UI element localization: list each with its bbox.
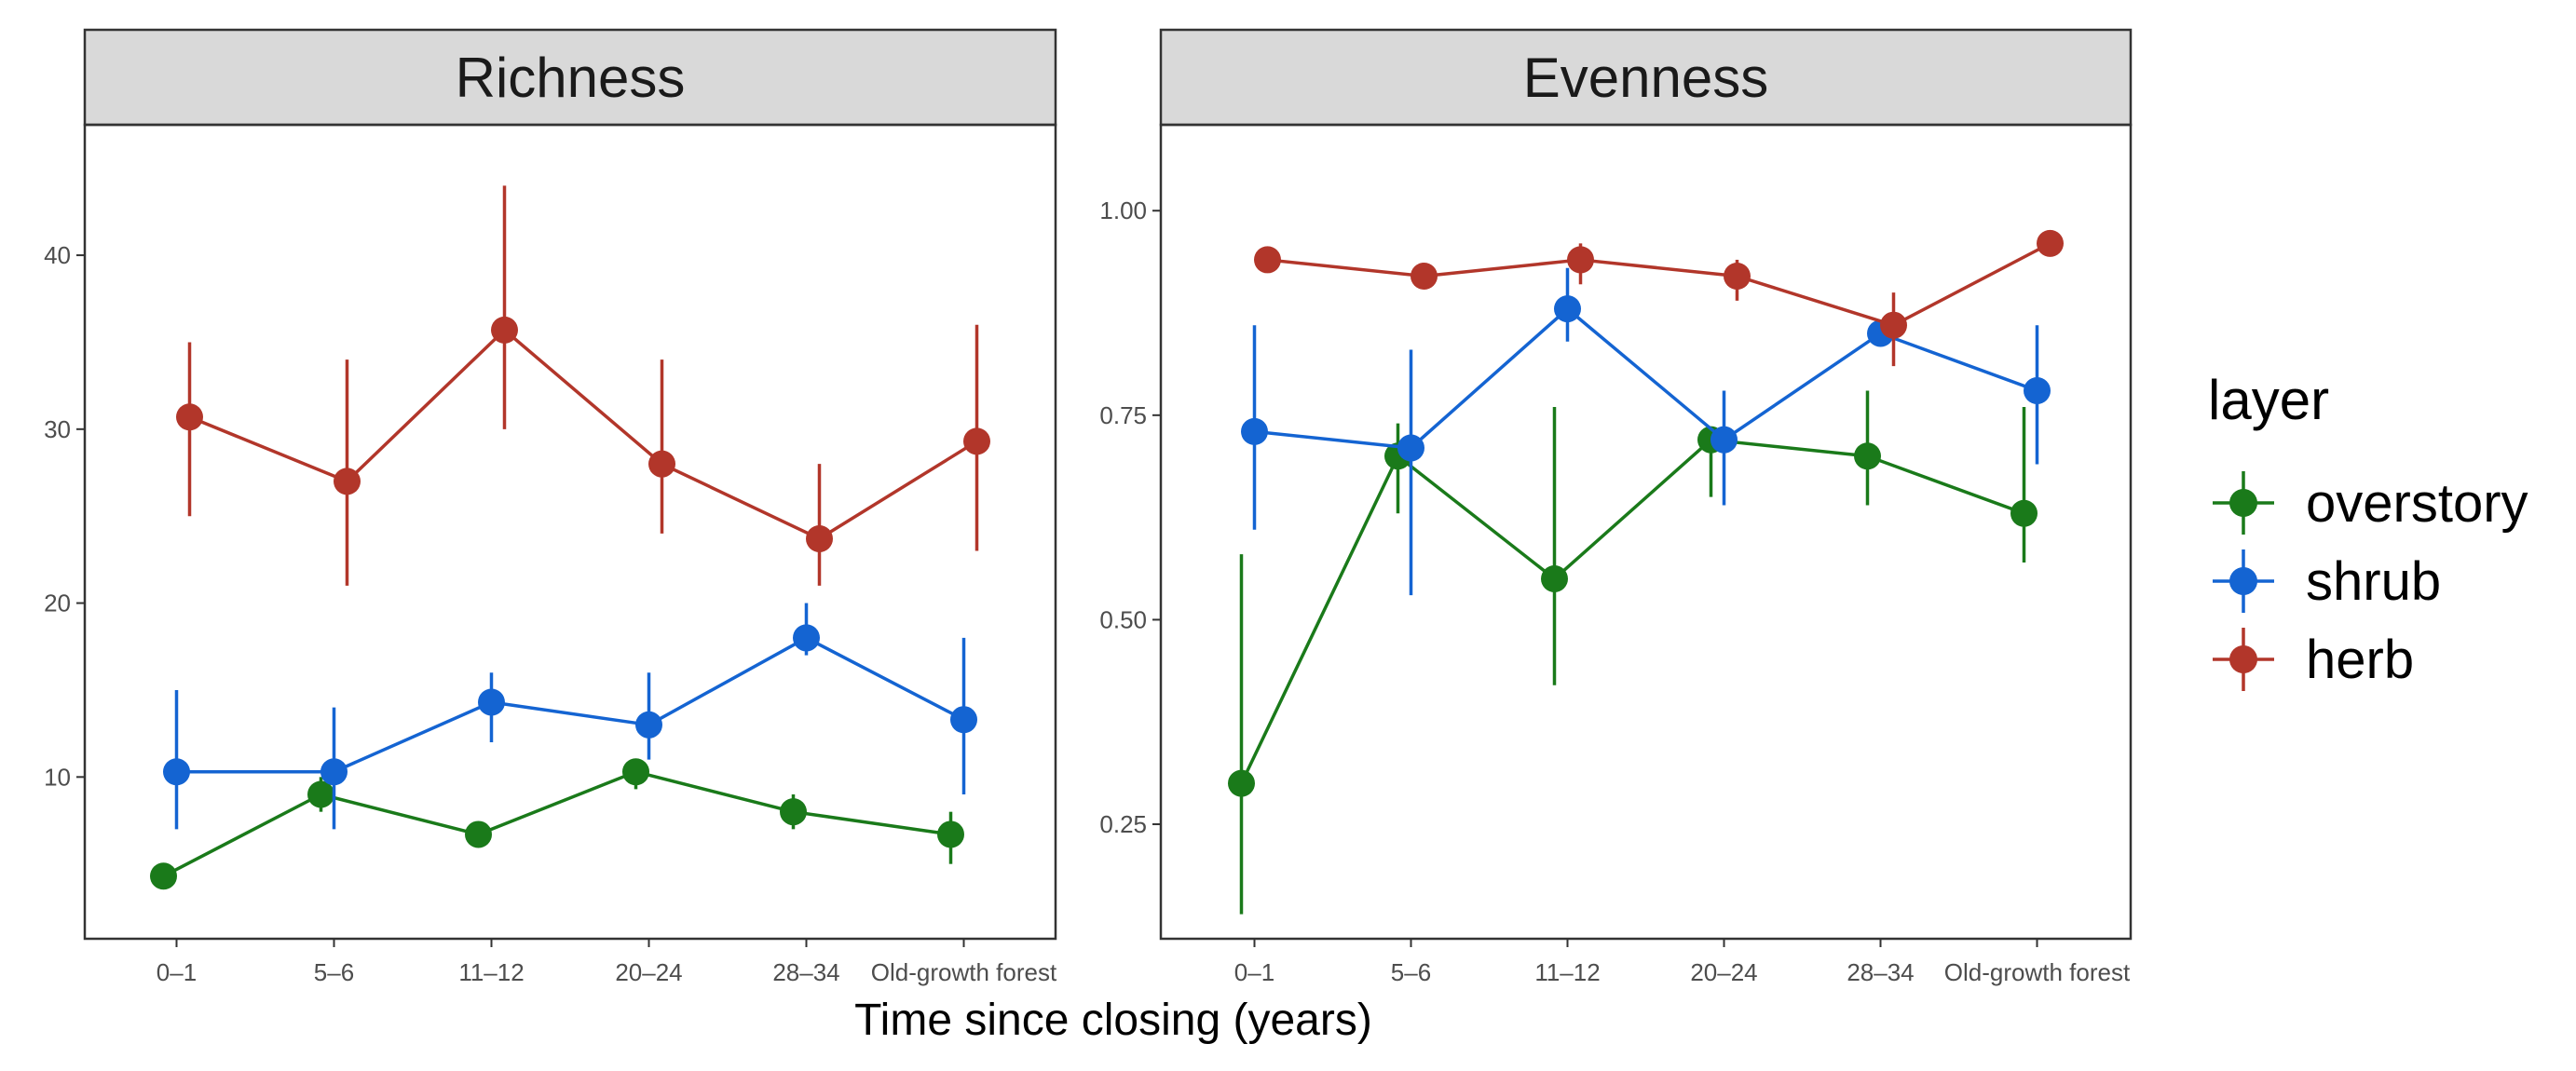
data-point [150, 862, 177, 890]
y-tick-label: 20 [44, 590, 71, 617]
data-point [1241, 417, 1268, 445]
legend-item-overstory: overstory [2213, 471, 2528, 535]
x-tick-label: 20–24 [1690, 958, 1757, 986]
x-tick-label: 0–1 [157, 958, 197, 986]
x-tick-label: 28–34 [1847, 958, 1914, 986]
data-point [176, 403, 203, 431]
data-point [793, 624, 820, 652]
data-point [1228, 769, 1255, 797]
legend-key-point [2229, 489, 2257, 517]
series-overstory [150, 758, 964, 890]
legend-label: herb [2306, 630, 2414, 690]
data-point [307, 780, 334, 808]
facet-strip [83, 28, 1057, 127]
facet-title: Richness [456, 47, 686, 109]
x-axis-label: Time since closing (years) [854, 996, 1372, 1045]
panel-border [83, 123, 1057, 941]
data-point [780, 798, 807, 826]
x-tick-label: Old-growth forest [1944, 958, 2131, 986]
x-tick-label: 11–12 [1534, 958, 1600, 986]
panel-evenness: Evenness 0.25 0.50 0.75 1.00 0–1 5–6 11–12 20–24… [1099, 28, 2133, 986]
data-point [1554, 295, 1581, 323]
series-overstory [1228, 390, 2038, 915]
series-shrub [1241, 267, 2051, 596]
y-tick-label: 0.50 [1099, 605, 1147, 633]
data-point [465, 820, 492, 848]
data-point [806, 524, 833, 552]
panels-layer: Richness 10 20 30 40 0–1 5–6 11–12 20–24 28–34 Old… [44, 28, 2133, 986]
data-point [648, 450, 675, 478]
data-point [622, 758, 649, 786]
data-point [963, 427, 990, 455]
series-line [176, 636, 965, 774]
facet-strip [1159, 28, 2133, 127]
series-line [188, 328, 978, 541]
series-line [162, 769, 951, 878]
data-point [937, 820, 964, 848]
data-point [478, 688, 505, 716]
data-point [1724, 263, 1751, 291]
series-herb [1254, 229, 2064, 367]
x-tick-label: 28–34 [772, 958, 839, 986]
x-tick-label: 11–12 [458, 958, 524, 986]
x-tick-label: 0–1 [1234, 958, 1274, 986]
y-tick-label: 0.75 [1099, 401, 1147, 429]
data-point [635, 711, 662, 739]
series-shrub [163, 603, 977, 830]
y-tick-label: 0.25 [1099, 810, 1147, 838]
data-point [1711, 426, 1738, 454]
data-point [1541, 565, 1568, 593]
data-point [163, 758, 190, 786]
data-point [491, 316, 518, 344]
data-point [1880, 311, 1907, 339]
data-point [2010, 499, 2038, 527]
facet-title: Evenness [1523, 47, 1769, 109]
y-tick-label: 1.00 [1099, 197, 1147, 224]
y-tick-label: 10 [44, 763, 71, 791]
data-point [320, 758, 348, 786]
series-line [1254, 306, 2038, 450]
series-herb [176, 185, 990, 586]
y-tick-label: 30 [44, 415, 71, 443]
data-point [1411, 263, 1438, 291]
legend-item-shrub: shrub [2213, 549, 2441, 613]
data-point [1254, 246, 1281, 274]
legend: layer overstory shrub herb [2208, 369, 2528, 691]
data-point [2024, 376, 2051, 404]
series-line [1267, 241, 2051, 327]
data-point [1567, 246, 1594, 274]
data-point [1854, 442, 1881, 470]
legend-key-point [2229, 645, 2257, 673]
series-line [1239, 438, 2025, 784]
y-tick-label: 40 [44, 241, 71, 269]
legend-key-point [2229, 567, 2257, 595]
legend-label: shrub [2306, 551, 2441, 612]
data-point [1397, 434, 1424, 462]
data-point [2037, 229, 2064, 257]
x-tick-label: Old-growth forest [871, 958, 1057, 986]
x-tick-label: 5–6 [1391, 958, 1431, 986]
x-tick-label: 20–24 [615, 958, 682, 986]
legend-title: layer [2208, 369, 2329, 431]
x-tick-label: 5–6 [314, 958, 354, 986]
data-point [334, 468, 361, 495]
legend-label: overstory [2306, 473, 2528, 534]
panel-border [1159, 123, 2133, 941]
panel-richness: Richness 10 20 30 40 0–1 5–6 11–12 20–24 28–34 Old… [44, 28, 1057, 986]
legend-item-herb: herb [2213, 628, 2414, 691]
data-point [950, 706, 977, 734]
